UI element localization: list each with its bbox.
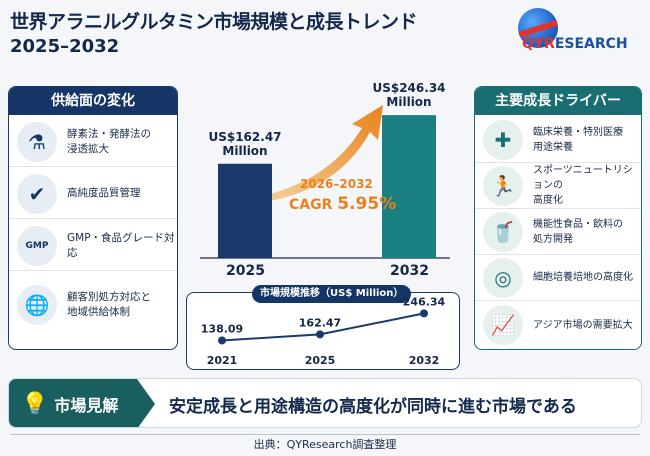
page-title: 世界アラニルグルタミン市場規模と成長トレンド	[10, 11, 418, 33]
supply-item-label: 高純度品質管理	[67, 187, 141, 199]
driver-item-label: スポーツニュートリションの 高度化	[533, 165, 633, 206]
driver-item: ✚ 臨床栄養・特別医療 用途栄養	[475, 117, 641, 163]
supply-change-panel: 供給面の変化 ⚗ 酵素法・発酵法の 浸透拡大 ✔ 高純度品質管理 GMP GMP…	[8, 86, 178, 350]
growth-chart-icon: 📈	[483, 305, 523, 345]
driver-item: 📈 アジア市場の需要拡大	[475, 301, 641, 349]
trend-point	[420, 309, 428, 318]
bar-2025	[218, 163, 272, 258]
trend-year-label: 2021	[207, 354, 238, 367]
supply-item-label: 酵素法・発酵法の 浸透拡大	[67, 127, 151, 155]
trend-value-label: 138.09	[201, 322, 243, 335]
functional-food-icon: 🥤	[483, 211, 523, 252]
trend-year-label: 2025	[305, 354, 336, 367]
supply-item: ✔ 高純度品質管理	[9, 169, 177, 219]
cagr-prefix: CAGR	[289, 197, 338, 213]
brand-logo: QYRESEARCH	[510, 8, 640, 56]
driver-item: ◎ 細胞培養培地の高度化	[475, 255, 641, 301]
trend-line-chart: 138.09 2021 162.47 2025 246.34 2032	[201, 295, 446, 367]
trend-value-label: 246.34	[403, 295, 446, 308]
page-subtitle: 2025–2032	[10, 36, 120, 57]
bar-chart	[200, 105, 450, 259]
source-footer: 出典：QYResearch調査整理	[253, 438, 397, 451]
supply-item: 🌐 顧客別処方対応と 地域供給体制	[9, 273, 177, 337]
insight-tag: 💡 市場見解	[9, 379, 155, 427]
driver-item-label: アジア市場の需要拡大	[533, 319, 633, 331]
driver-item-label: 細胞培養培地の高度化	[533, 272, 633, 283]
footer-divider	[10, 434, 640, 435]
bar-2032	[382, 115, 436, 258]
trend-point	[316, 330, 324, 339]
brand-name-main: QYR	[522, 36, 555, 52]
gmp-certificate-icon: GMP	[17, 225, 57, 266]
flask-gear-icon: ⚗	[17, 121, 57, 162]
bar-value-label: US$162.47 Million	[208, 129, 282, 158]
growth-arrow-icon	[262, 105, 383, 202]
supply-item-label: GMP・食品グレード対応	[67, 231, 175, 259]
globe-people-icon: 🌐	[17, 285, 57, 325]
bar-category-label: 2032	[390, 263, 429, 279]
trend-year-label: 2032	[409, 354, 440, 367]
driver-item-label: 臨床栄養・特別医療 用途栄養	[533, 126, 623, 153]
trend-point	[218, 336, 226, 345]
cagr-value: CAGR 5.95%	[289, 194, 396, 214]
globe-logo-icon	[518, 8, 558, 48]
driver-item-label: 機能性食品・飲料の 処方開発	[533, 218, 623, 245]
bar-value-label: US$246.34 Million	[372, 81, 446, 110]
brand-name: QYRESEARCH	[522, 36, 628, 52]
supply-item: ⚗ 酵素法・発酵法の 浸透拡大	[9, 117, 177, 167]
supply-item: GMP GMP・食品グレード対応	[9, 221, 177, 271]
insight-label: 市場見解	[54, 396, 119, 415]
cagr-period: 2026–2032	[300, 177, 373, 191]
runner-icon: 🏃	[483, 165, 523, 206]
medical-kit-icon: ✚	[483, 119, 523, 160]
insight-text: 安定成長と用途構造の高度化が同時に進む市場である	[169, 397, 577, 417]
driver-item: 🥤 機能性食品・飲料の 処方開発	[475, 209, 641, 255]
trend-title: 市場規模推移（US$ Million）	[252, 285, 412, 303]
trend-value-label: 162.47	[299, 316, 341, 329]
brand-name-accent: ESEARCH	[554, 36, 628, 52]
supply-item-label: 顧客別処方対応と 地域供給体制	[67, 291, 151, 318]
shield-check-icon: ✔	[17, 173, 57, 214]
cagr-number: 5.95%	[337, 194, 397, 214]
growth-driver-panel: 主要成長ドライバー ✚ 臨床栄養・特別医療 用途栄養 🏃 スポーツニュートリショ…	[474, 86, 642, 350]
lightbulb-icon: 💡	[21, 391, 49, 417]
cell-culture-icon: ◎	[483, 257, 523, 298]
supply-change-title: 供給面の変化	[9, 87, 177, 115]
driver-item: 🏃 スポーツニュートリションの 高度化	[475, 163, 641, 209]
bar-category-label: 2025	[226, 263, 265, 279]
growth-driver-title: 主要成長ドライバー	[475, 87, 641, 115]
trend-box	[186, 292, 460, 370]
market-insight-banner: 💡 市場見解 安定成長と用途構造の高度化が同時に進む市場である	[8, 378, 642, 428]
